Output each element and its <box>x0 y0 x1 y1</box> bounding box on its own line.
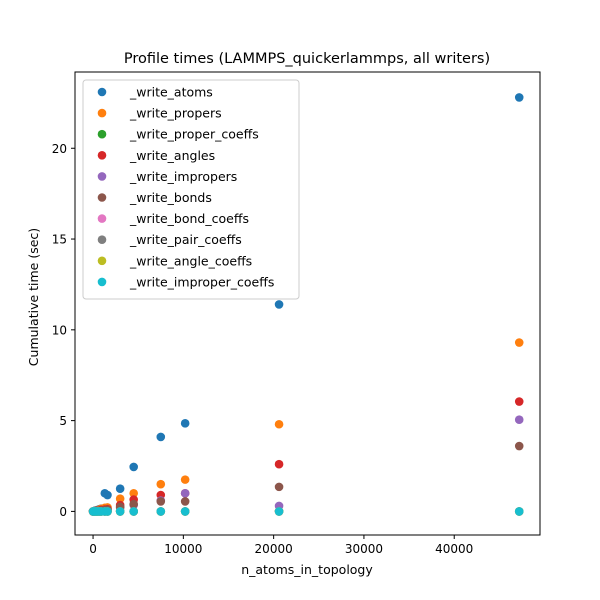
x-tick-label: 20000 <box>255 542 293 556</box>
data-point <box>274 482 284 492</box>
data-point <box>156 479 166 489</box>
series-write-angle-coeffs <box>88 507 524 516</box>
data-point <box>180 475 190 484</box>
x-tick-label: 10000 <box>164 542 202 556</box>
data-point <box>156 432 166 442</box>
legend: _write_atoms _write_propers _write_proper_… <box>82 79 300 300</box>
legend-label: _write_proper_coeffs <box>129 127 259 142</box>
data-point <box>274 459 284 469</box>
legend-marker <box>97 193 107 202</box>
y-tick-label: 0 <box>59 505 67 519</box>
legend-label: _write_angle_coeffs <box>129 253 252 268</box>
data-point <box>156 507 166 516</box>
y-tick-label: 5 <box>59 414 67 428</box>
legend-label: _write_impropers <box>129 169 237 184</box>
legend-marker <box>97 172 107 181</box>
y-tick-label: 20 <box>52 142 67 156</box>
series-write-impropers <box>88 415 524 516</box>
x-tick-label: 30000 <box>345 542 383 556</box>
plot-area <box>88 93 524 516</box>
data-point <box>103 507 112 516</box>
legend-marker <box>97 214 107 223</box>
data-point <box>180 488 190 498</box>
data-point <box>129 507 138 516</box>
data-point <box>514 415 524 425</box>
data-point <box>180 497 190 506</box>
legend-marker <box>97 129 107 139</box>
y-axis-label: Cumulative time (sec) <box>26 228 41 366</box>
series-write-angles <box>88 397 524 516</box>
chart-title: Profile times (LAMMPS_quickerlammps, all… <box>124 51 490 67</box>
legend-label: _write_bond_coeffs <box>129 211 249 226</box>
legend-marker <box>97 87 107 97</box>
x-tick-label: 0 <box>89 542 97 556</box>
data-point <box>115 484 125 494</box>
data-point <box>514 338 524 347</box>
legend-marker <box>97 277 107 287</box>
data-point <box>514 507 524 516</box>
series-write-pair-coeffs <box>88 507 524 516</box>
legend-marker <box>97 108 107 118</box>
data-point <box>514 441 524 451</box>
legend-box <box>82 79 300 300</box>
series-write-proper-coeffs <box>88 507 524 516</box>
data-point <box>156 497 166 506</box>
data-point <box>129 488 138 498</box>
data-point <box>514 397 524 406</box>
data-point <box>274 419 284 429</box>
data-point <box>274 507 284 516</box>
y-tick-label: 15 <box>52 233 67 247</box>
series-write-improper-coeffs <box>88 507 524 516</box>
data-point <box>274 300 284 309</box>
data-point <box>129 462 138 472</box>
x-axis-label: n_atoms_in_topology <box>241 562 373 577</box>
series-write-bond-coeffs <box>88 507 524 516</box>
data-point <box>115 494 125 503</box>
data-point <box>180 419 190 428</box>
data-point <box>129 499 138 509</box>
axes: 0 10000 20000 30000 40000 0 5 10 15 20 <box>52 71 541 556</box>
legend-label: _write_improper_coeffs <box>129 274 274 289</box>
legend-marker <box>97 256 107 266</box>
legend-label: _write_propers <box>129 106 222 121</box>
series-write-bonds <box>88 441 524 516</box>
data-point <box>180 507 190 516</box>
plot-frame <box>74 71 541 536</box>
data-point <box>103 490 112 500</box>
y-tick-label: 10 <box>52 323 67 337</box>
series-write-propers <box>88 338 524 516</box>
legend-label: _write_pair_coeffs <box>129 232 242 247</box>
data-point <box>514 93 524 102</box>
legend-marker <box>97 235 107 244</box>
legend-marker <box>97 151 107 160</box>
legend-label: _write_bonds <box>129 190 212 205</box>
data-point <box>115 507 125 516</box>
legend-label: _write_atoms <box>129 85 213 100</box>
legend-label: _write_angles <box>129 148 215 163</box>
x-tick-label: 40000 <box>435 542 473 556</box>
